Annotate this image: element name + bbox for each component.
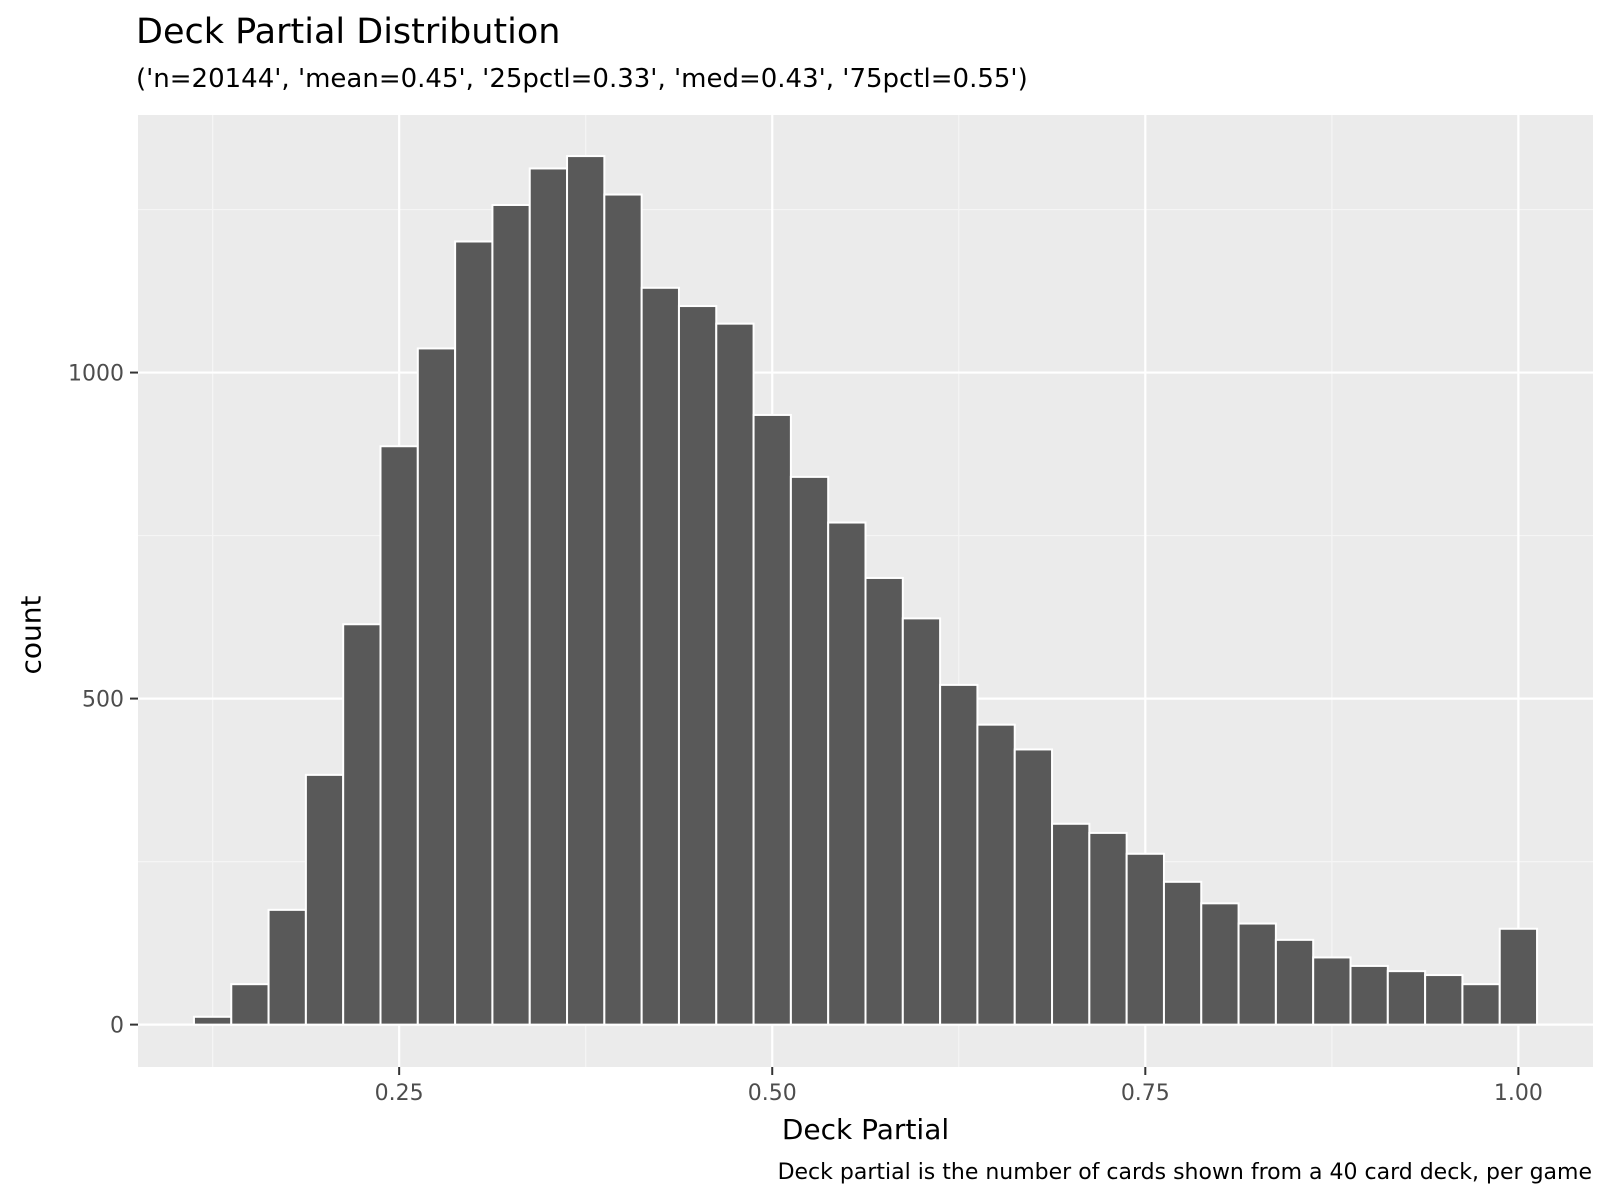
bar xyxy=(827,521,867,1026)
bar xyxy=(379,445,419,1026)
x-axis-label: Deck Partial xyxy=(781,1113,950,1146)
bar xyxy=(230,983,270,1026)
y-tick-label: 500 xyxy=(82,688,124,713)
bar xyxy=(342,623,382,1026)
bar xyxy=(715,322,755,1026)
bar xyxy=(677,305,718,1026)
bar xyxy=(267,908,307,1026)
bar xyxy=(1125,852,1165,1026)
bar xyxy=(491,203,531,1026)
x-tick-label: 0.25 xyxy=(375,1081,424,1106)
chart-caption: Deck partial is the number of cards show… xyxy=(777,1160,1592,1185)
bar xyxy=(976,723,1016,1026)
bar xyxy=(789,475,830,1026)
bar xyxy=(1013,748,1054,1026)
x-tick-label: 0.75 xyxy=(1121,1081,1170,1106)
bar xyxy=(416,347,457,1026)
bar xyxy=(1498,927,1539,1026)
bar xyxy=(1088,831,1128,1026)
bar xyxy=(192,1015,233,1026)
bar xyxy=(454,240,494,1026)
bars xyxy=(192,155,1539,1026)
y-tick-label: 0 xyxy=(110,1014,124,1039)
bar xyxy=(528,167,569,1026)
bar xyxy=(1051,822,1091,1026)
bar xyxy=(304,773,345,1026)
bar xyxy=(1349,964,1389,1026)
tick-labels: 0.25 0.50 0.75 1.00 0 500 1000 xyxy=(68,362,1543,1106)
bar xyxy=(1162,880,1203,1026)
y-tick-label: 1000 xyxy=(68,362,124,387)
bar xyxy=(939,683,979,1026)
bar xyxy=(1237,922,1277,1026)
bar xyxy=(1424,974,1464,1026)
y-axis-label: count xyxy=(14,595,48,675)
x-tick-label: 1.00 xyxy=(1494,1081,1543,1106)
bar xyxy=(1200,902,1240,1026)
bar xyxy=(566,155,606,1026)
bar xyxy=(1386,970,1427,1026)
bar xyxy=(640,286,680,1026)
bar xyxy=(1461,983,1501,1026)
bar xyxy=(1312,956,1352,1026)
bar xyxy=(1274,938,1315,1026)
axis-ticks xyxy=(130,371,1520,1075)
chart-title: Deck Partial Distribution xyxy=(136,12,561,52)
bar xyxy=(752,413,792,1026)
x-tick-label: 0.50 xyxy=(748,1081,797,1106)
bar xyxy=(603,193,643,1026)
bar xyxy=(901,617,942,1026)
bar xyxy=(864,576,904,1026)
chart-subtitle: ('n=20144', 'mean=0.45', '25pctl=0.33', … xyxy=(136,64,1028,94)
